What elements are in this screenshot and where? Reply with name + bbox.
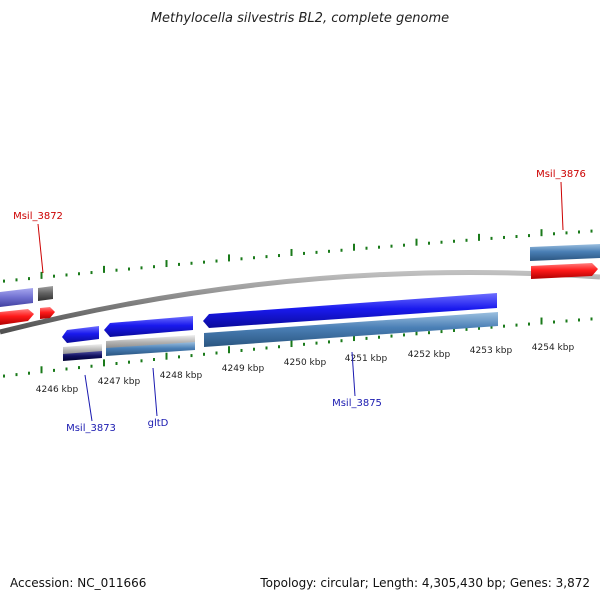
gene-label-msil-3872[interactable]: Msil_3872 bbox=[13, 211, 63, 222]
cds-reverse-msil-3875[interactable] bbox=[203, 293, 497, 328]
gene-bar-gray[interactable] bbox=[38, 286, 53, 301]
callout-line bbox=[152, 367, 158, 417]
scale-label: 4253 kbp bbox=[470, 346, 513, 356]
reverse-features bbox=[62, 293, 498, 361]
accession-text: Accession: NC_011666 bbox=[10, 576, 147, 590]
gene-labels: Msil_3872 Msil_3876 Msil_3873 gltD Msil_3875 bbox=[13, 169, 586, 434]
cds-reverse-gltd[interactable] bbox=[104, 316, 193, 337]
gene-bar-dark-3873[interactable] bbox=[63, 351, 102, 361]
genome-summary-text: Topology: circular; Length: 4,305,430 bp… bbox=[260, 576, 590, 590]
cds-reverse-msil-3873[interactable] bbox=[62, 326, 99, 343]
callout-line bbox=[351, 351, 356, 397]
scale-label: 4246 kbp bbox=[36, 385, 79, 395]
gene-bar-steel[interactable] bbox=[530, 244, 600, 261]
callout-line bbox=[84, 374, 93, 422]
outer-tick-ring bbox=[3, 229, 593, 283]
scale-label: 4252 kbp bbox=[408, 350, 451, 360]
scale-label: 4250 kbp bbox=[284, 358, 327, 368]
map-title: Methylocella silvestris BL2, complete ge… bbox=[151, 11, 449, 26]
gene-label-msil-3873[interactable]: Msil_3873 bbox=[66, 423, 116, 434]
scale-label: 4249 kbp bbox=[222, 364, 265, 374]
forward-features-right bbox=[530, 244, 600, 279]
cds-forward-red-small[interactable] bbox=[40, 307, 55, 319]
cds-forward-red[interactable] bbox=[0, 309, 34, 325]
callout-line bbox=[37, 223, 44, 274]
gene-bar-steel-gltd[interactable] bbox=[106, 342, 195, 356]
gene-bar-gray-gltd[interactable] bbox=[106, 335, 195, 350]
callout-line bbox=[560, 181, 564, 231]
genome-backbone bbox=[0, 269, 600, 335]
gene-label-gltd[interactable]: gltD bbox=[148, 418, 169, 429]
scale-label: 4247 kbp bbox=[98, 377, 141, 387]
forward-features-left bbox=[0, 286, 55, 325]
gene-label-msil-3875[interactable]: Msil_3875 bbox=[332, 398, 382, 409]
cds-forward-red[interactable] bbox=[531, 263, 598, 279]
scale-label: 4254 kbp bbox=[532, 343, 575, 353]
scale-label: 4251 kbp bbox=[345, 354, 388, 364]
gene-bar-steel-3875[interactable] bbox=[204, 312, 498, 347]
gene-label-msil-3876[interactable]: Msil_3876 bbox=[536, 169, 586, 180]
scale-labels: 4246 kbp 4247 kbp 4248 kbp 4249 kbp 4250 kbp… bbox=[36, 343, 575, 395]
scale-label: 4248 kbp bbox=[160, 371, 203, 381]
gene-bar-purple[interactable] bbox=[0, 288, 33, 307]
